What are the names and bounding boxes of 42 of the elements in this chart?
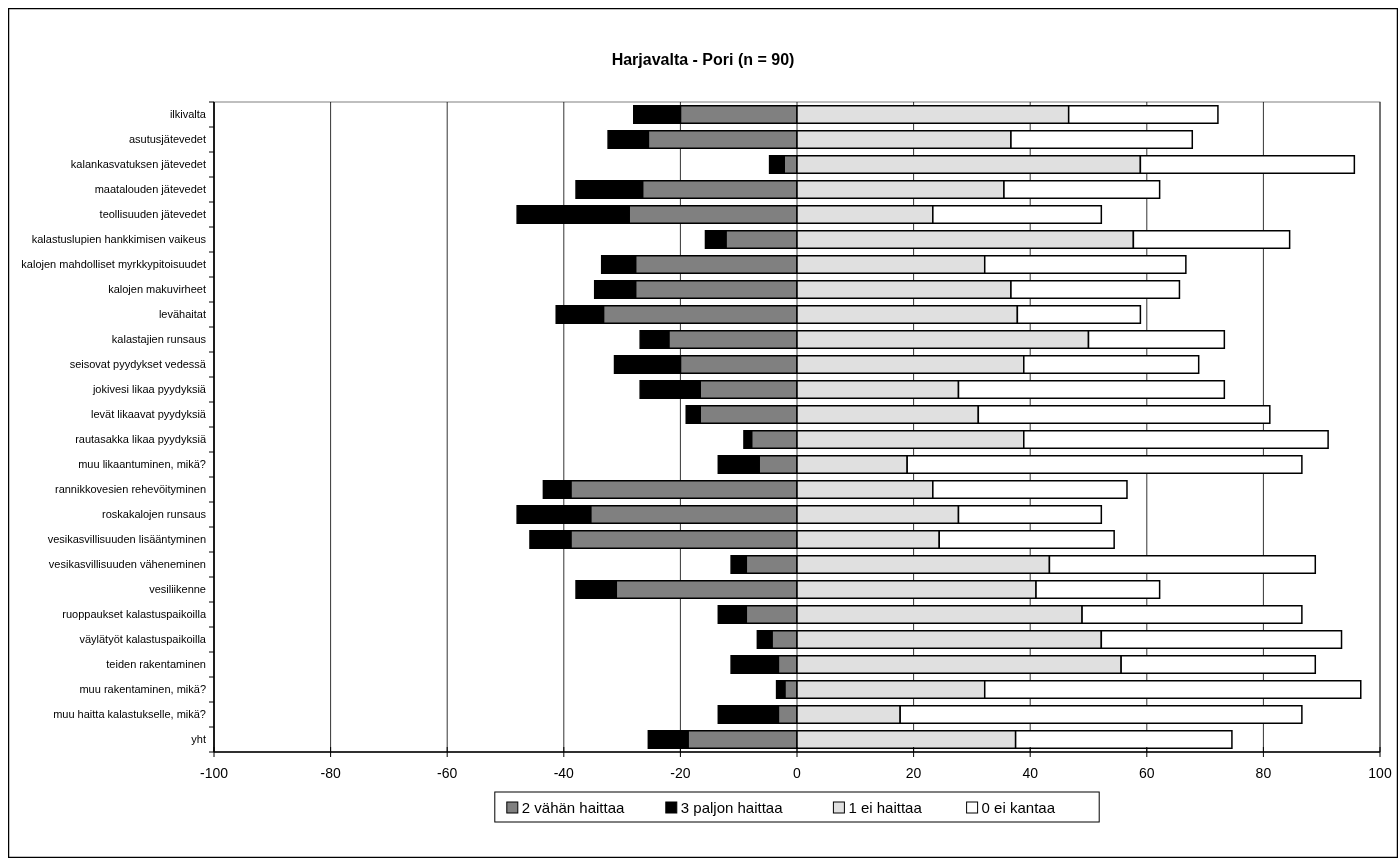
y-tick-label: muu haitta kalastukselle, mikä? (53, 708, 206, 721)
y-tick-label: rautasakka likaa pyydyksiä (75, 433, 207, 446)
y-tick-label: väylätyöt kalastuspaikoilla (79, 633, 207, 646)
x-tick-label: -60 (437, 765, 458, 781)
x-tick-label: 80 (1255, 765, 1272, 781)
y-tick-label: asutusjätevedet (128, 133, 206, 146)
x-tick-label: -80 (320, 765, 341, 781)
y-tick-label: vesikasvillisuuden lisääntyminen (47, 533, 206, 546)
y-tick-label: vesiliikenne (149, 583, 206, 596)
y-tick-label: ruoppaukset kalastuspaikoilla (62, 608, 207, 621)
y-tick-label: kalankasvatuksen jätevedet (70, 158, 206, 171)
y-tick-label: rannikkovesien rehevöityminen (54, 483, 206, 496)
y-tick-label: vesikasvillisuuden väheneminen (48, 558, 206, 571)
y-tick-label: muu likaantuminen, mikä? (78, 458, 206, 471)
y-tick-label: yht (191, 733, 206, 746)
y-tick-label: levät likaavat pyydyksiä (91, 408, 207, 421)
legend-label: 1 ei haittaa (848, 799, 923, 817)
legend-label: 2 vähän haittaa (521, 799, 626, 817)
x-tick-label: 60 (1139, 765, 1155, 781)
x-tick-label: 100 (1368, 765, 1392, 781)
x-tick-label: 0 (793, 765, 802, 781)
y-tick-label: teiden rakentaminen (106, 658, 206, 671)
legend-label: 3 paljon haittaa (680, 799, 784, 817)
x-tick-label: 20 (905, 765, 922, 781)
y-tick-label: teollisuuden jätevedet (99, 208, 206, 221)
y-tick-label: levähaitat (158, 308, 206, 321)
y-tick-label: roskakalojen runsaus (102, 508, 207, 521)
y-tick-label: muu rakentaminen, mikä? (79, 683, 206, 696)
y-tick-label: kalastuslupien hankkimisen vaikeus (31, 233, 207, 246)
y-tick-label: kalojen mahdolliset myrkkypitoisuudet (21, 258, 206, 271)
y-tick-label: maatalouden jätevedet (94, 183, 206, 196)
y-tick-label: jokivesi likaa pyydyksiä (91, 383, 207, 396)
x-tick-label: 40 (1022, 765, 1039, 781)
chart-title: Harjavalta - Pori (n = 90) (611, 51, 795, 68)
y-tick-label: ilkivalta (169, 108, 207, 121)
x-tick-label: -100 (199, 765, 229, 781)
y-tick-label: seisovat pyydykset vedessä (69, 358, 207, 371)
x-tick-label: -40 (553, 765, 575, 781)
legend-label: 0 ei kantaa (981, 799, 1056, 817)
x-tick-label: -20 (670, 765, 691, 781)
y-tick-label: kalastajien runsaus (111, 333, 207, 346)
y-tick-label: kalojen makuvirheet (108, 283, 206, 296)
